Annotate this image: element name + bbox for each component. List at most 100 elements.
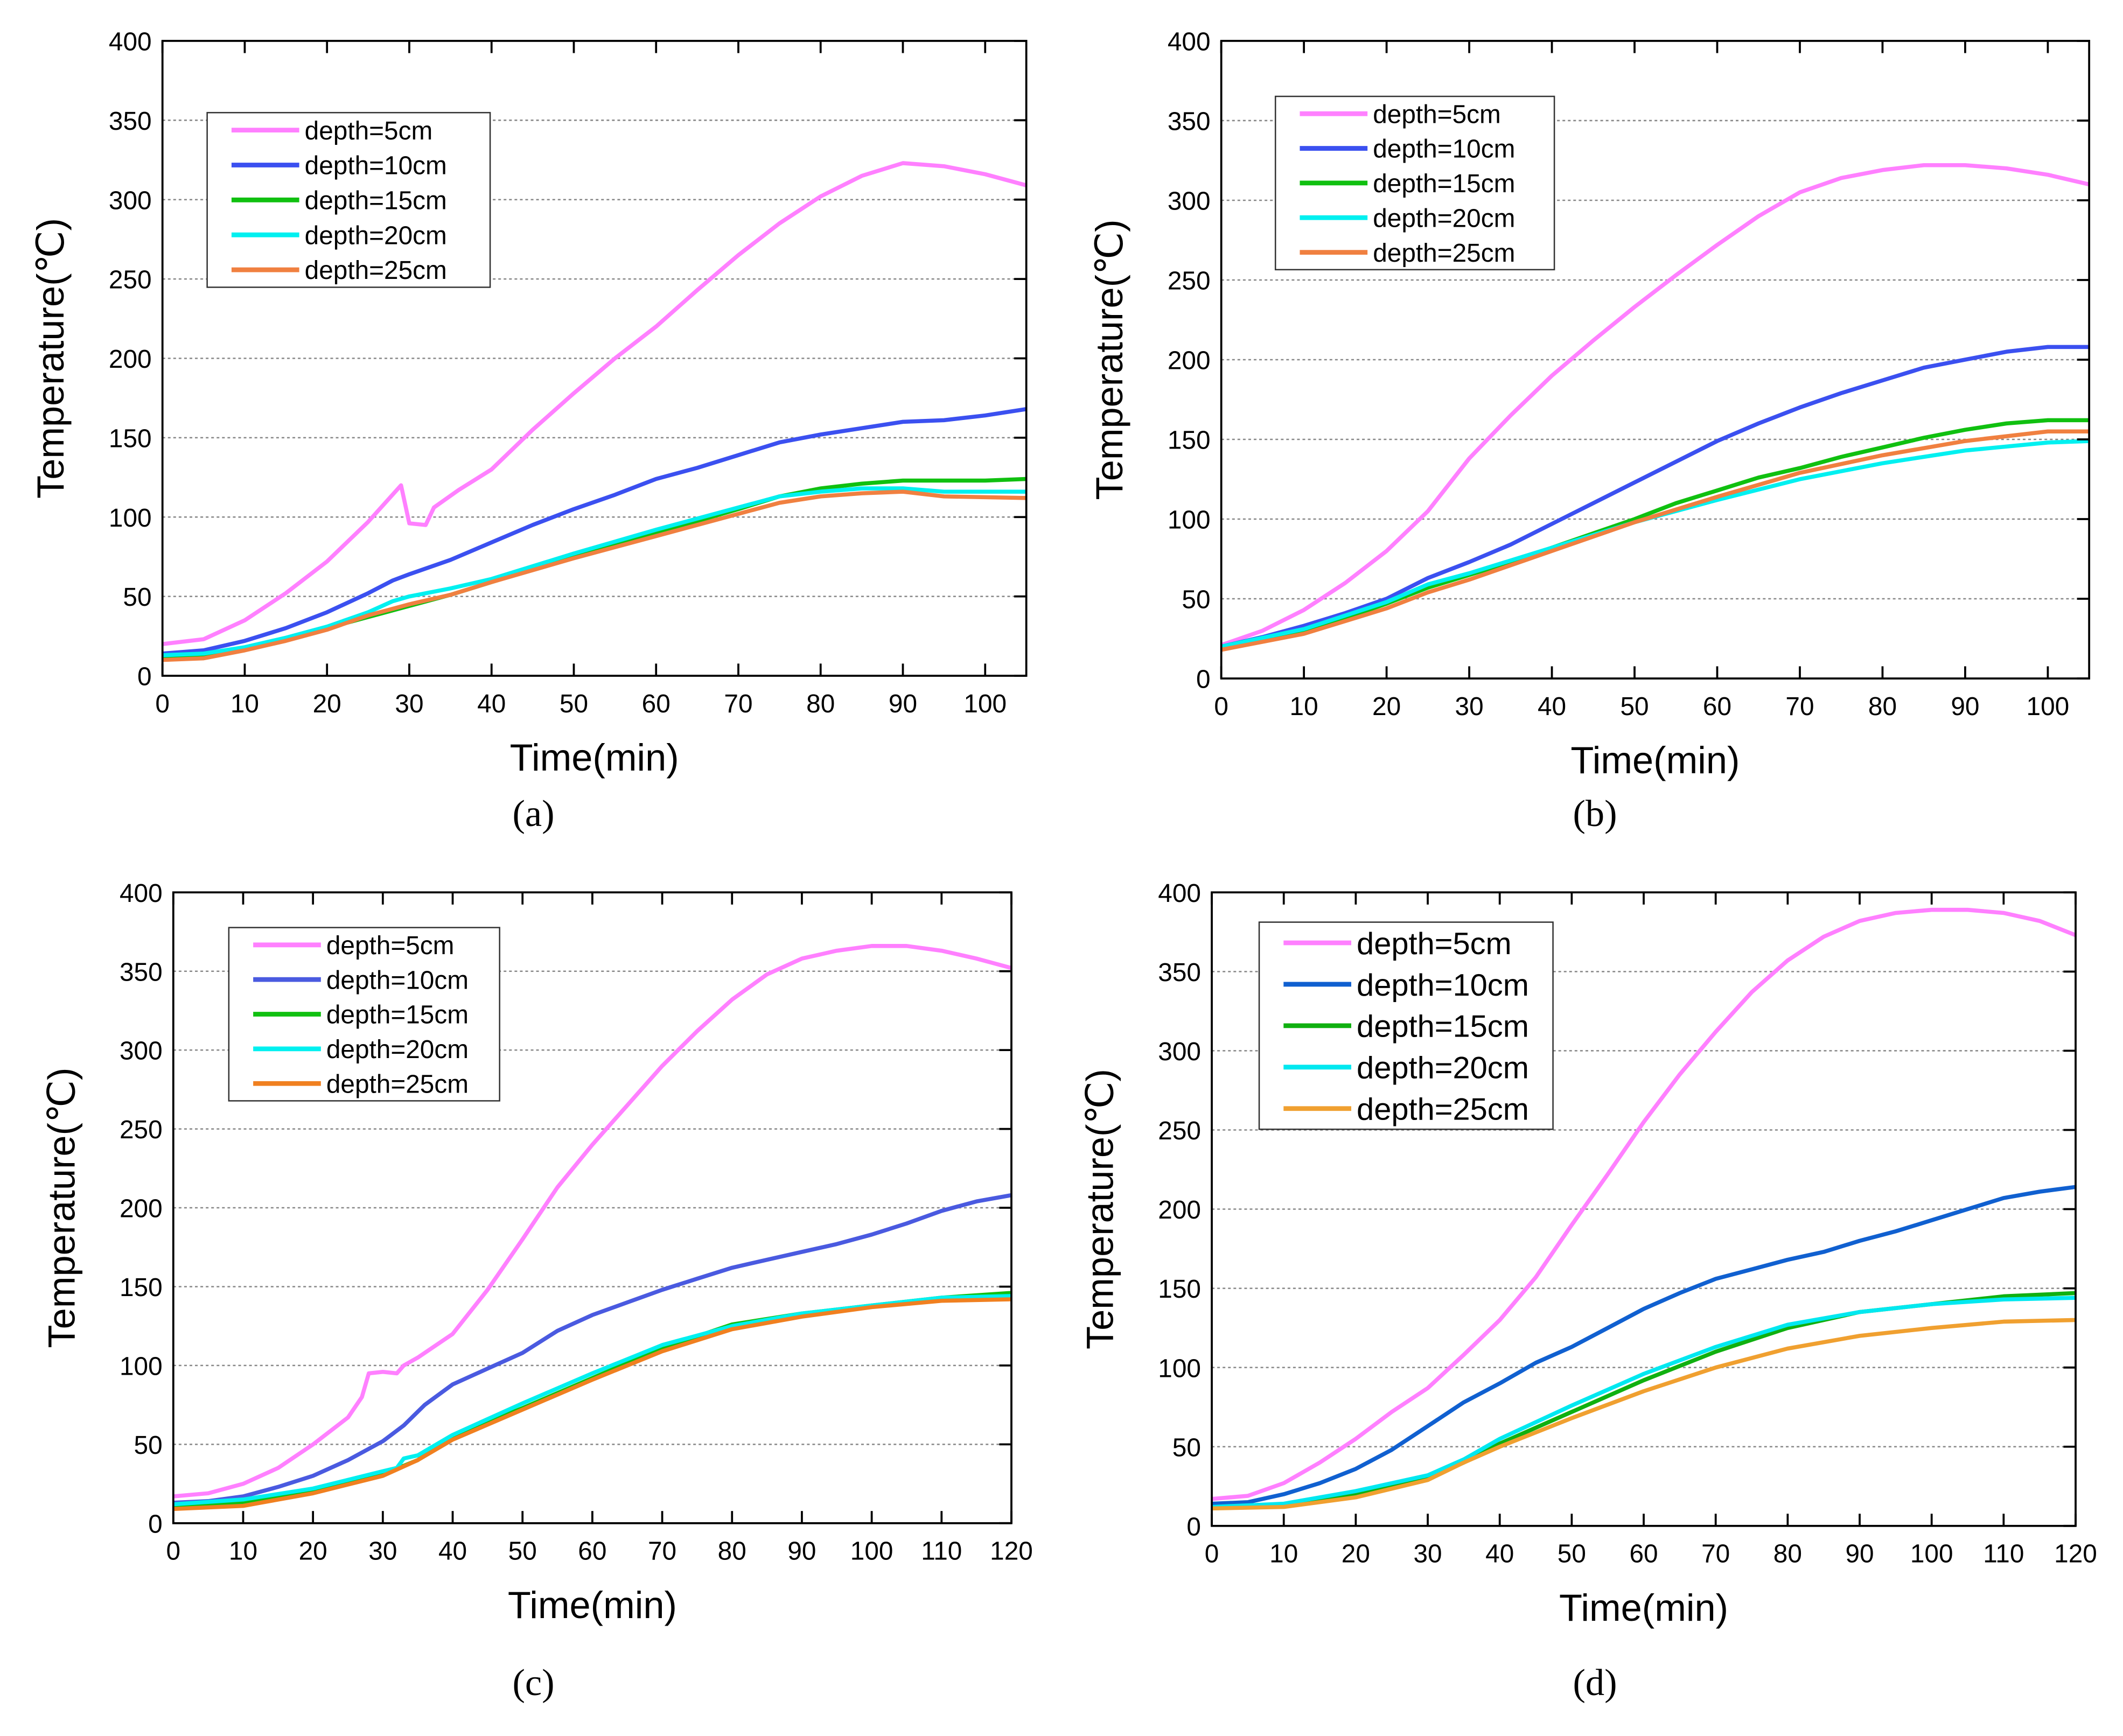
legend: depth=5cm depth=10cm depth=15cm depth=20cm d… bbox=[206, 111, 491, 288]
legend-label: depth=20cm bbox=[1357, 1051, 1529, 1086]
series-line-depth25cm bbox=[1211, 1318, 2076, 1511]
series-line-depth25cm bbox=[173, 1297, 1012, 1511]
legend-label: depth=15cm bbox=[326, 1001, 469, 1030]
x-tick-label: 0 bbox=[155, 690, 170, 718]
x-tick-label: 60 bbox=[1629, 1540, 1658, 1569]
series-line-depth25cm bbox=[162, 489, 1026, 662]
series-line-depth20cm bbox=[162, 486, 1026, 657]
series-line-depth10cm bbox=[173, 1193, 1012, 1505]
y-tick-label: 100 bbox=[109, 504, 152, 533]
legend-label: depth=25cm bbox=[305, 256, 447, 285]
legend-label: depth=25cm bbox=[326, 1070, 469, 1098]
y-tick-label: 50 bbox=[123, 583, 151, 612]
y-tick-label: 250 bbox=[109, 266, 152, 295]
legend-label: depth=20cm bbox=[326, 1035, 469, 1064]
legend-label: depth=25cm bbox=[1373, 239, 1515, 268]
y-tick-label: 200 bbox=[109, 345, 152, 374]
y-tick-label: 400 bbox=[1158, 879, 1201, 908]
y-tick-label: 300 bbox=[1158, 1038, 1201, 1066]
series-line-depth20cm bbox=[173, 1294, 1012, 1507]
y-tick-label: 100 bbox=[1168, 506, 1211, 535]
x-tick-label: 10 bbox=[1269, 1540, 1298, 1569]
legend-label: depth=15cm bbox=[305, 187, 447, 215]
y-tick-label: 400 bbox=[1168, 28, 1211, 57]
series-line-depth25cm bbox=[1220, 429, 2090, 652]
y-tick-label: 400 bbox=[120, 879, 163, 908]
y-tick-label: 50 bbox=[1182, 586, 1210, 614]
x-tick-label: 90 bbox=[889, 690, 917, 718]
x-tick-label: 0 bbox=[1214, 692, 1228, 721]
x-axis-label: Time(min) bbox=[1570, 739, 1740, 781]
panel-caption: (a) bbox=[512, 793, 554, 835]
legend-label: depth=5cm bbox=[326, 932, 455, 960]
x-tick-label: 110 bbox=[1983, 1540, 2024, 1569]
y-tick-label: 200 bbox=[1158, 1196, 1201, 1224]
x-tick-label: 40 bbox=[477, 690, 506, 718]
legend: depth=5cm depth=10cm depth=15cm depth=20cm d… bbox=[1258, 921, 1554, 1130]
chart-panel-b: 0 10 20 30 40 50 60 70 80 90 100 0 50 100 150 200 250 300… bbox=[1088, 28, 2091, 835]
x-tick-label: 80 bbox=[806, 690, 835, 718]
x-tick-label: 20 bbox=[299, 1537, 327, 1566]
panel-caption: (d) bbox=[1573, 1662, 1617, 1704]
x-axis-label: Time(min) bbox=[508, 1584, 677, 1626]
y-tick-label: 50 bbox=[1172, 1433, 1201, 1462]
y-tick-label: 250 bbox=[1168, 267, 1211, 296]
x-axis-label: Time(min) bbox=[1559, 1586, 1728, 1629]
panel-caption: (c) bbox=[512, 1662, 554, 1704]
legend-label: depth=10cm bbox=[305, 152, 447, 180]
x-tick-label: 70 bbox=[724, 690, 752, 718]
chart-panel-d: 0 10 20 30 40 50 60 70 80 90 100 110 120 0 50 100 150 200… bbox=[1079, 879, 2097, 1704]
legend-label: depth=20cm bbox=[305, 221, 447, 250]
y-tick-label: 100 bbox=[120, 1353, 163, 1381]
x-tick-label: 0 bbox=[166, 1537, 181, 1566]
x-tick-label: 40 bbox=[1538, 692, 1566, 721]
y-tick-label: 300 bbox=[120, 1037, 163, 1066]
y-tick-label: 350 bbox=[1158, 958, 1201, 987]
legend-label: depth=15cm bbox=[1373, 170, 1515, 198]
y-tick-label: 250 bbox=[120, 1116, 163, 1144]
legend: depth=5cm depth=10cm depth=15cm depth=20cm d… bbox=[228, 927, 500, 1102]
x-tick-label: 20 bbox=[1342, 1540, 1370, 1569]
y-tick-label: 150 bbox=[1158, 1275, 1201, 1304]
panel-caption: (b) bbox=[1573, 793, 1617, 835]
legend-label: depth=15cm bbox=[1357, 1010, 1529, 1044]
series-line-depth15cm bbox=[173, 1291, 1012, 1508]
x-tick-label: 70 bbox=[1785, 692, 1814, 721]
y-axis-label: Temperature(℃) bbox=[29, 218, 72, 499]
y-tick-label: 0 bbox=[148, 1510, 163, 1538]
x-tick-label: 10 bbox=[231, 690, 259, 718]
legend-label: depth=5cm bbox=[1357, 927, 1512, 961]
y-tick-label: 350 bbox=[109, 107, 152, 136]
x-tick-label: 20 bbox=[313, 690, 341, 718]
series-line-depth10cm bbox=[162, 407, 1027, 656]
y-tick-label: 250 bbox=[1158, 1117, 1201, 1145]
series-line-depth15cm bbox=[162, 477, 1026, 659]
x-tick-label: 10 bbox=[1290, 692, 1318, 721]
y-tick-label: 300 bbox=[109, 186, 152, 215]
x-axis-label: Time(min) bbox=[510, 736, 679, 779]
x-tick-label: 80 bbox=[1868, 692, 1897, 721]
y-axis-label: Temperature(℃) bbox=[1088, 219, 1130, 500]
x-tick-label: 30 bbox=[1413, 1540, 1442, 1569]
x-tick-label: 40 bbox=[438, 1537, 467, 1566]
series-line-depth5cm bbox=[162, 161, 1027, 646]
y-tick-label: 0 bbox=[1196, 666, 1211, 694]
y-tick-label: 350 bbox=[120, 958, 163, 986]
x-tick-label: 110 bbox=[921, 1537, 962, 1566]
x-tick-label: 100 bbox=[2027, 692, 2070, 721]
x-tick-label: 60 bbox=[642, 690, 671, 718]
x-tick-label: 60 bbox=[578, 1537, 606, 1566]
y-tick-label: 200 bbox=[120, 1195, 163, 1223]
x-tick-label: 100 bbox=[1910, 1540, 1953, 1569]
x-tick-label: 40 bbox=[1485, 1540, 1514, 1569]
legend-label: depth=20cm bbox=[1373, 204, 1515, 233]
chart-panel-a: 0 10 20 30 40 50 60 70 80 90 100 0 50 100 150 200 250 300… bbox=[29, 28, 1028, 835]
series-line-depth10cm bbox=[1220, 345, 2090, 649]
x-tick-label: 30 bbox=[368, 1537, 397, 1566]
series-line-depth5cm bbox=[1220, 163, 2090, 647]
y-axis-label: Temperature(℃) bbox=[1079, 1069, 1121, 1349]
x-tick-label: 80 bbox=[718, 1537, 746, 1566]
x-tick-label: 50 bbox=[560, 690, 588, 718]
legend-label: depth=25cm bbox=[1357, 1093, 1529, 1127]
